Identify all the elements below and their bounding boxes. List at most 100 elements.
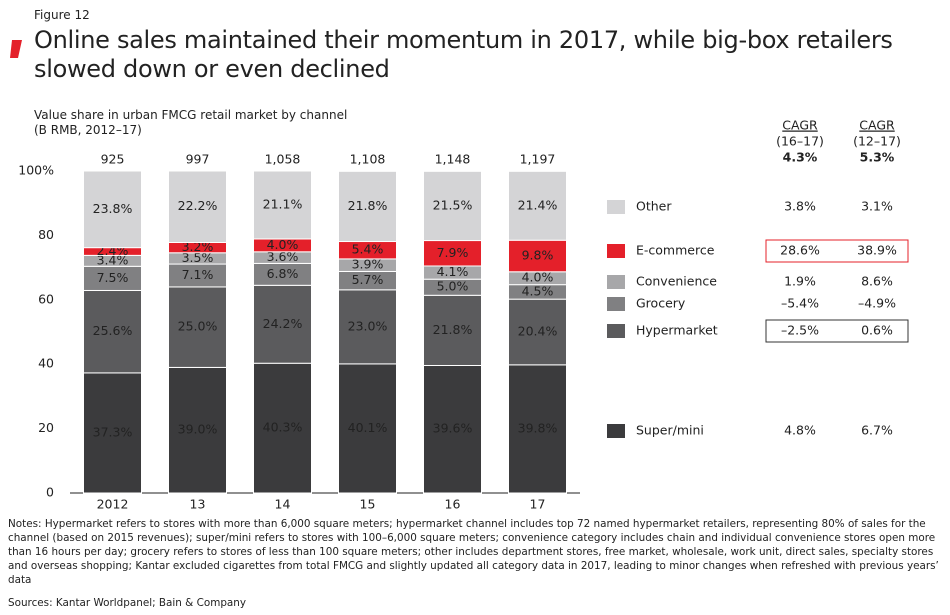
- cagr-value: 3.1%: [861, 199, 893, 214]
- cagr-value: 28.6%: [780, 243, 820, 258]
- value-label: 23.0%: [348, 318, 388, 333]
- bar-segment: [253, 284, 312, 364]
- bar-segment: [508, 298, 567, 366]
- x-tick-label: 14: [275, 497, 291, 512]
- value-label: 4.0%: [267, 237, 299, 252]
- total-label: 925: [101, 152, 125, 167]
- value-label: 39.0%: [178, 422, 218, 437]
- value-label: 5.7%: [352, 272, 384, 287]
- value-label: 3.6%: [267, 249, 299, 264]
- bar-segment: [83, 372, 142, 494]
- x-tick-label: 16: [445, 497, 461, 512]
- legend-swatch: [607, 244, 625, 258]
- chart-subtitle: Value share in urban FMCG retail market …: [34, 108, 348, 137]
- value-label: 3.5%: [182, 250, 214, 265]
- value-label: 7.5%: [97, 270, 129, 285]
- value-label: 39.8%: [518, 420, 558, 435]
- legend-label: E-commerce: [636, 243, 715, 258]
- bar-segment: [253, 362, 312, 494]
- value-label: 23.8%: [93, 201, 133, 216]
- total-label: 1,058: [265, 152, 301, 167]
- notes: Notes: Hypermarket refers to stores with…: [8, 518, 939, 586]
- value-label: 21.5%: [433, 197, 473, 212]
- bar-segment: [83, 170, 142, 249]
- legend-label: Hypermarket: [636, 323, 718, 338]
- legend-swatch: [607, 200, 625, 214]
- value-label: 21.8%: [348, 198, 388, 213]
- value-label: 4.5%: [522, 283, 554, 298]
- value-label: 5.0%: [437, 279, 469, 294]
- cagr-value: 8.6%: [861, 274, 893, 289]
- title-icon: [10, 40, 22, 58]
- cagr-period: (16–17): [776, 134, 824, 149]
- total-label: 1,197: [520, 152, 556, 167]
- bar-segment: [423, 364, 482, 494]
- bar-segment: [508, 170, 567, 241]
- bar-segment: [423, 170, 482, 242]
- bar-segment: [338, 289, 397, 365]
- bar-segment: [168, 366, 227, 494]
- cagr-value: 38.9%: [857, 243, 897, 258]
- x-tick-label: 13: [190, 497, 206, 512]
- bar-segment: [338, 170, 397, 243]
- legend-label: Convenience: [636, 274, 717, 289]
- figure-label: Figure 12: [34, 8, 90, 22]
- legend-label: Super/mini: [636, 423, 704, 438]
- value-label: 20.4%: [518, 324, 558, 339]
- value-label: 25.0%: [178, 319, 218, 334]
- total-label: 997: [186, 152, 210, 167]
- total-label: 1,108: [350, 152, 386, 167]
- value-label: 24.2%: [263, 316, 303, 331]
- value-label: 40.1%: [348, 420, 388, 435]
- cagr-value: –4.9%: [858, 296, 896, 311]
- cagr-value: 0.6%: [861, 323, 893, 338]
- value-label: 37.3%: [93, 424, 133, 439]
- bar-segment: [253, 170, 312, 240]
- cagr-total: 4.3%: [783, 150, 818, 165]
- value-label: 9.8%: [522, 248, 554, 263]
- value-label: 25.6%: [93, 323, 133, 338]
- cagr-highlight: [765, 239, 909, 263]
- value-label: 4.1%: [437, 264, 469, 279]
- value-label: 3.9%: [352, 257, 384, 272]
- x-tick-label: 15: [360, 497, 376, 512]
- cagr-header: CAGR: [859, 118, 895, 133]
- cagr-value: 1.9%: [784, 274, 816, 289]
- value-label: 21.4%: [518, 197, 558, 212]
- cagr-value: 6.7%: [861, 423, 893, 438]
- value-label: 39.6%: [433, 421, 473, 436]
- value-label: 5.4%: [352, 242, 384, 257]
- x-tick-label: 17: [530, 497, 546, 512]
- value-label: 21.8%: [433, 322, 473, 337]
- y-tick-label: 60: [38, 291, 54, 306]
- legend-label: Other: [636, 199, 672, 214]
- y-tick-label: 40: [38, 356, 54, 371]
- cagr-value: –5.4%: [781, 296, 819, 311]
- bar-segment: [423, 240, 482, 267]
- value-label: 4.0%: [522, 270, 554, 285]
- bar-segment: [168, 170, 227, 243]
- cagr-value: –2.5%: [781, 323, 819, 338]
- value-label: 40.3%: [263, 420, 303, 435]
- y-tick-label: 100%: [18, 163, 54, 178]
- y-tick-label: 0: [46, 485, 54, 500]
- cagr-value: 3.8%: [784, 199, 816, 214]
- value-label: 6.8%: [267, 266, 299, 281]
- total-label: 1,148: [435, 152, 471, 167]
- cagr-value: 4.8%: [784, 423, 816, 438]
- sources: Sources: Kantar Worldpanel; Bain & Compa…: [8, 597, 247, 609]
- bar-segment: [508, 364, 567, 494]
- value-label: 7.9%: [437, 245, 469, 260]
- chart-title: Online sales maintained their momentum i…: [34, 26, 893, 83]
- cagr-highlight: [765, 319, 909, 343]
- y-tick-label: 20: [38, 420, 54, 435]
- cagr-header: CAGR: [782, 118, 818, 133]
- x-tick-label: 2012: [97, 497, 129, 512]
- legend-swatch: [607, 275, 625, 289]
- legend-swatch: [607, 297, 625, 311]
- legend-label: Grocery: [636, 296, 686, 311]
- bar-segment: [168, 286, 227, 368]
- value-label: 21.1%: [263, 196, 303, 211]
